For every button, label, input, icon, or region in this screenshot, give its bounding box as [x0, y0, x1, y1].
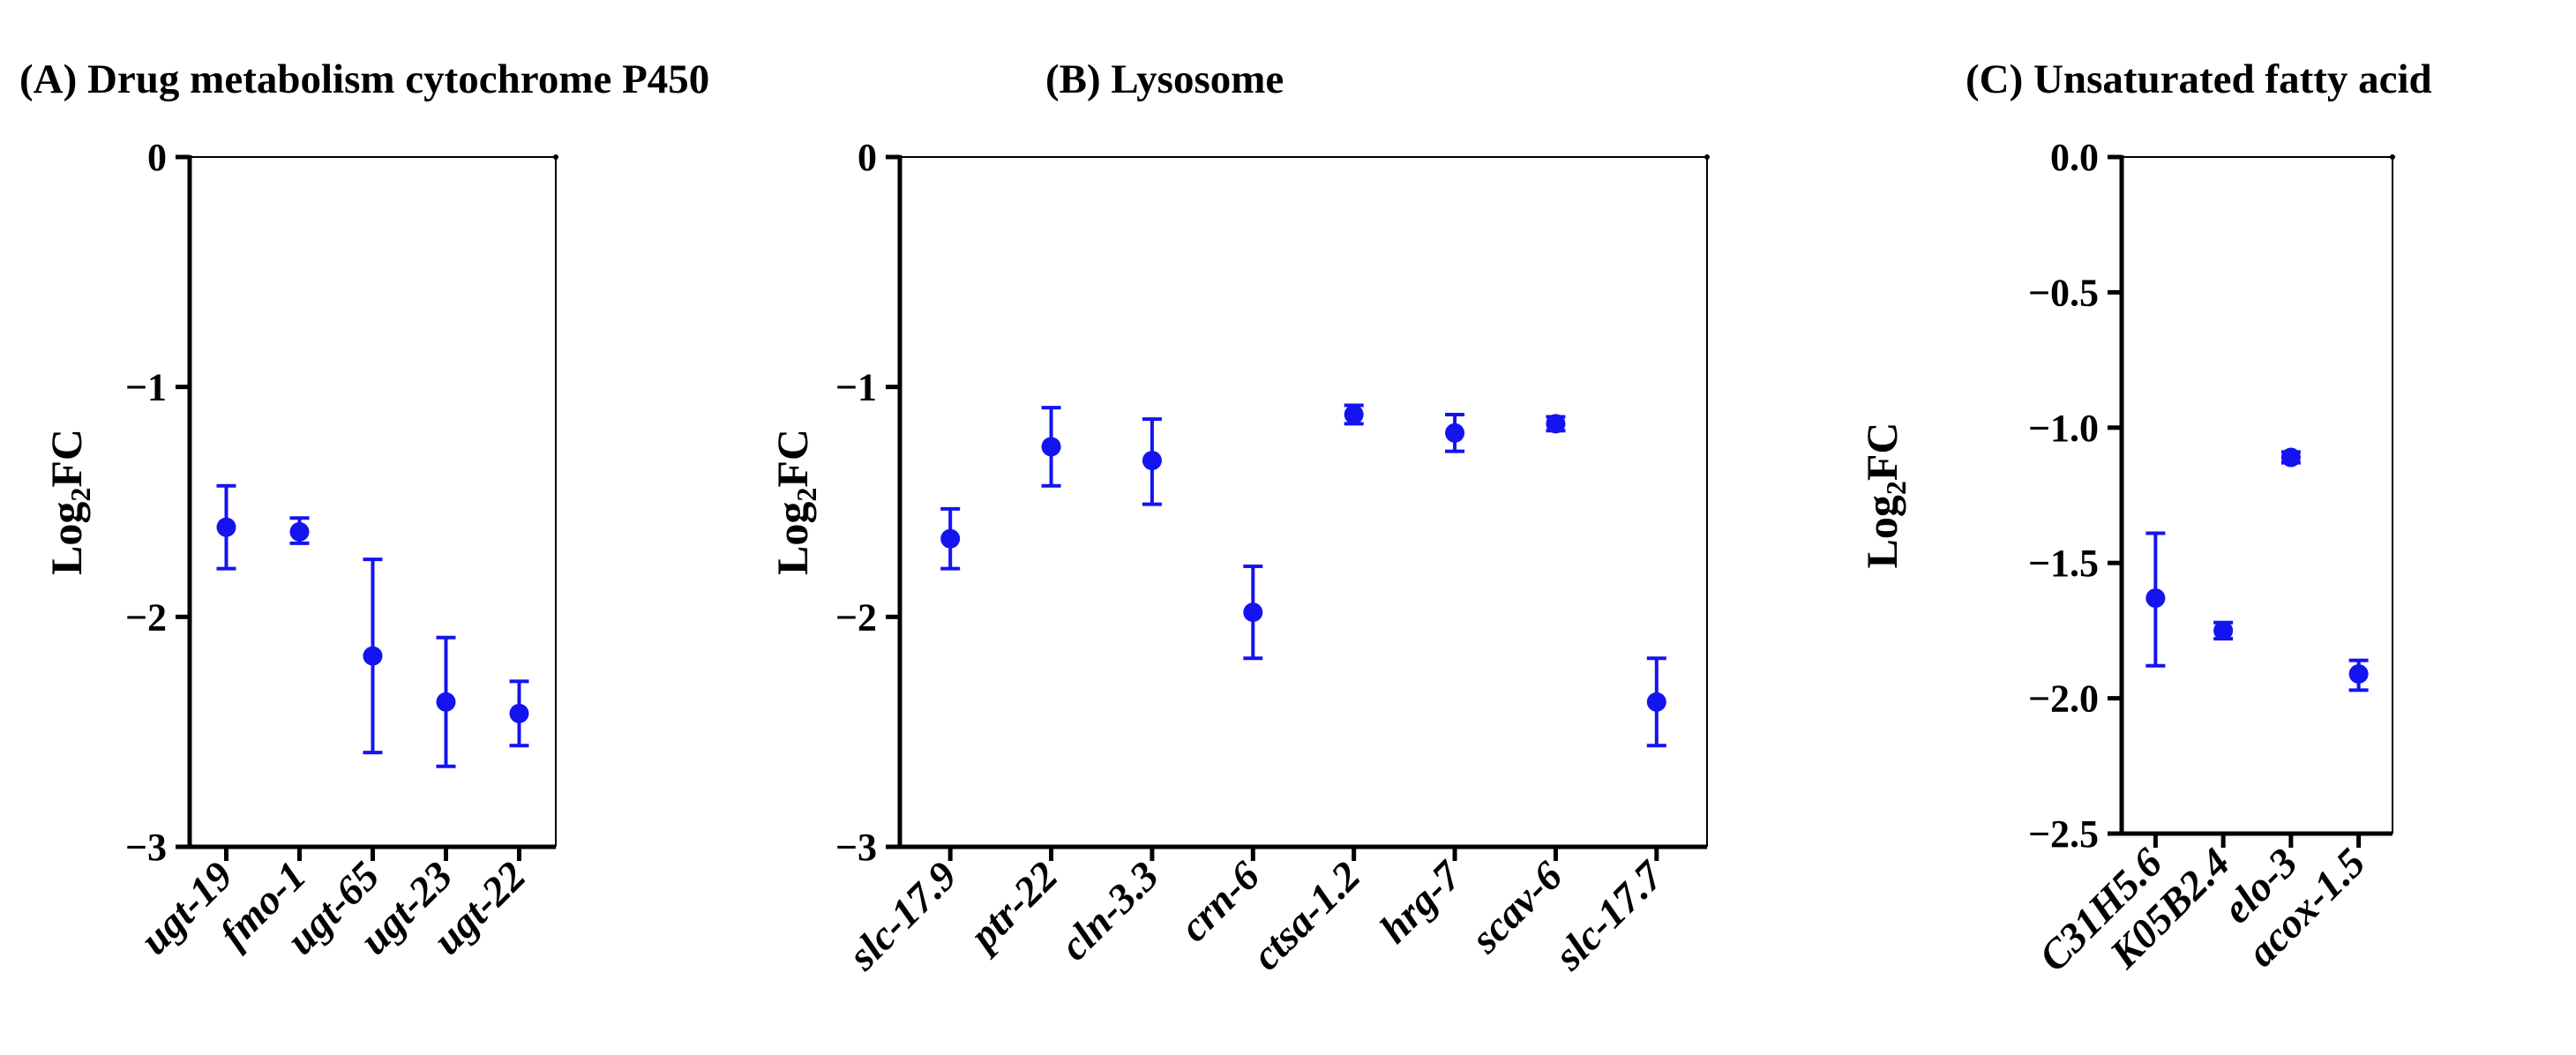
y-axis-label-main: Log	[41, 502, 91, 575]
y-tick-label: −2.5	[2028, 812, 2099, 856]
y-axis-label-tail: FC	[768, 429, 817, 488]
x-tick-label: slc-17.7	[1546, 851, 1674, 979]
chart-title: (A) Drug metabolism cytochrome P450	[19, 56, 709, 102]
chart-panel-2: (B) Lysosome0−1−2−3Log2FCslc-17.9ptr-22c…	[768, 56, 1710, 980]
data-point	[509, 703, 529, 723]
y-tick-label: 0	[147, 136, 167, 179]
data-point	[436, 692, 456, 712]
data-point	[2145, 588, 2166, 609]
chart-panel-1: (A) Drug metabolism cytochrome P450 0 −1 −2…	[19, 56, 709, 963]
y-axis-label-subscript: 2	[1880, 481, 1912, 495]
data-point	[2280, 447, 2301, 468]
y-tick-label: 0	[857, 136, 877, 179]
y-tick-label: −0.5	[2028, 271, 2099, 314]
x-tick-label: cln-3.3	[1052, 853, 1168, 969]
data-point	[1646, 692, 1666, 712]
y-tick-label: −3	[835, 826, 877, 869]
data-point	[216, 517, 236, 537]
frame-corner-dot	[2390, 154, 2395, 160]
y-axis-label-subscript: 2	[64, 488, 96, 502]
data-point	[363, 646, 383, 666]
data-point	[1445, 423, 1465, 443]
frame-corner-dot	[553, 154, 558, 160]
y-tick-label: −3	[125, 826, 167, 869]
y-tick-label: −2.0	[2028, 677, 2099, 721]
x-tick-label: hrg-7	[1371, 851, 1471, 952]
y-axis-label-tail: FC	[1857, 422, 1906, 481]
y-tick-label: −1	[835, 366, 877, 409]
data-point	[2213, 620, 2234, 640]
chart-title: (C) Unsaturated fatty acid	[1966, 56, 2432, 102]
x-tick-label: ctsa-1.2	[1244, 853, 1370, 979]
y-axis-label-main: Log	[1857, 495, 1906, 568]
y-axis-label-subscript: 2	[790, 488, 822, 502]
y-tick-label: −2	[835, 595, 877, 639]
data-point	[1142, 451, 1162, 471]
y-axis-label-tail: FC	[41, 429, 91, 488]
chart-panel-3: (C) Unsaturated fatty acid 0.0 −0.5 −1.0 −1.…	[1857, 56, 2432, 981]
y-tick-label: −1.0	[2028, 407, 2099, 450]
data-point	[289, 521, 310, 542]
x-tick-label: ugt-19	[131, 853, 242, 963]
x-tick-label: ptr-22	[959, 853, 1067, 961]
data-point	[1243, 602, 1263, 623]
y-axis-label: Log2FC	[1857, 422, 1912, 568]
data-point	[1546, 414, 1566, 434]
y-tick-label: 0.0	[2050, 136, 2099, 179]
data-point	[1344, 404, 1364, 424]
y-tick-label: −2	[125, 595, 167, 639]
y-tick-label: −1	[125, 366, 167, 409]
data-point	[940, 528, 961, 549]
y-axis-label: Log2FC	[41, 429, 96, 575]
y-axis-label: Log2FC	[768, 429, 822, 575]
y-axis-label-main: Log	[768, 502, 817, 575]
frame-corner-dot	[1704, 154, 1710, 160]
y-tick-label: −1.5	[2028, 542, 2099, 585]
chart-title: (B) Lysosome	[1045, 56, 1284, 102]
x-tick-label: slc-17.9	[839, 853, 966, 980]
data-point	[2348, 663, 2369, 684]
data-point	[1041, 437, 1061, 457]
